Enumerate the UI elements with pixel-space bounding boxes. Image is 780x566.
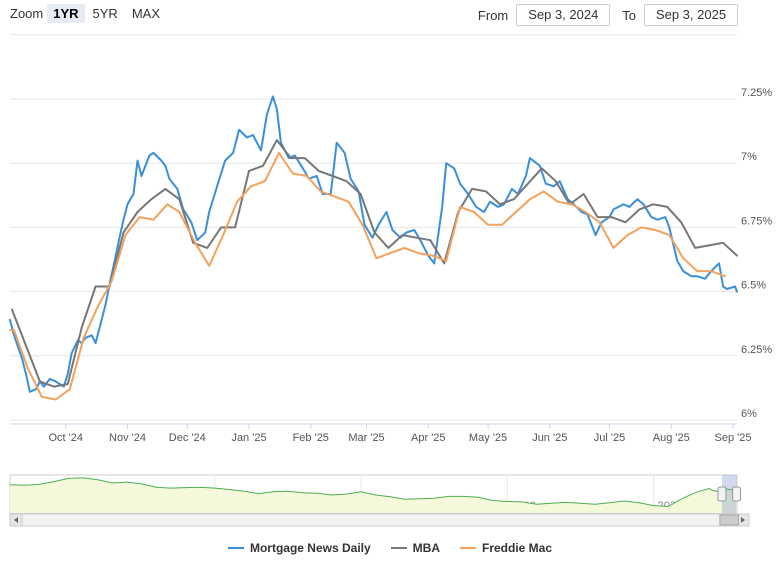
x-tick-label: Sep '25	[715, 432, 752, 444]
x-tick-label: Jul '25	[594, 432, 625, 444]
y-tick-label: 6.75%	[741, 215, 772, 227]
zoom-5yr-button[interactable]: 5YR	[92, 6, 118, 21]
x-tick-label: Dec '24	[169, 432, 206, 444]
legend: Mortgage News Daily MBA Freddie Mac	[0, 541, 780, 555]
from-label: From	[477, 7, 509, 23]
navigator-left-handle[interactable]	[717, 486, 727, 502]
legend-item-freddie-mac[interactable]: Freddie Mac	[460, 541, 552, 555]
y-tick-label: 7%	[741, 151, 757, 163]
navigator-line	[9, 477, 738, 508]
y-tick-label: 6.5%	[741, 280, 766, 292]
arrow-right-icon	[741, 517, 745, 523]
x-tick-label: Apr '25	[411, 432, 446, 444]
series-line-mba	[11, 139, 738, 388]
y-tick-label: 7.25%	[741, 87, 772, 99]
series-line-freddie-mac	[9, 151, 726, 401]
x-tick-label: May '25	[469, 432, 507, 444]
x-tick-label: Nov '24	[109, 432, 146, 444]
x-tick-label: Jan '25	[231, 432, 266, 444]
legend-label-mba: MBA	[412, 541, 440, 555]
x-tick-label: Aug '25	[653, 432, 690, 444]
scrollbar-track[interactable]	[9, 513, 738, 527]
x-tick-label: Jun '25	[532, 432, 567, 444]
y-tick-label: 6%	[741, 408, 757, 420]
legend-swatch-mba	[390, 547, 407, 549]
to-date-input[interactable]: Sep 3, 2025	[644, 4, 738, 26]
date-range: From Sep 3, 2024 To Sep 3, 2025	[466, 4, 780, 26]
x-tick-label: Oct '24	[49, 432, 84, 444]
to-label: To	[622, 7, 636, 23]
legend-item-mortgage-news-daily[interactable]: Mortgage News Daily	[227, 541, 371, 555]
zoom-max-button[interactable]: MAX	[131, 6, 160, 21]
x-tick-label: Mar '25	[348, 432, 384, 444]
zoom-label: Zoom	[10, 6, 44, 21]
scrollbar-thumb[interactable]	[719, 514, 740, 526]
y-tick-label: 6.25%	[741, 344, 772, 356]
arrow-left-icon	[14, 517, 18, 523]
zoom-bar: Zoom 1YR 5YR MAX	[10, 4, 168, 23]
legend-item-mba[interactable]: MBA	[390, 541, 440, 555]
navigator-selection	[721, 475, 737, 513]
series-line-mortgage-news-daily	[9, 95, 738, 393]
legend-label-freddie: Freddie Mac	[482, 541, 553, 555]
legend-swatch-mnd	[227, 547, 244, 549]
x-tick-label: Feb '25	[293, 432, 329, 444]
zoom-1yr-button[interactable]: 1YR	[47, 4, 85, 23]
legend-label-mnd: Mortgage News Daily	[249, 541, 371, 555]
from-date-input[interactable]: Sep 3, 2024	[516, 4, 611, 26]
navigator-area	[10, 477, 737, 513]
navigator-right-handle[interactable]	[732, 486, 742, 502]
legend-swatch-freddie	[460, 547, 476, 549]
